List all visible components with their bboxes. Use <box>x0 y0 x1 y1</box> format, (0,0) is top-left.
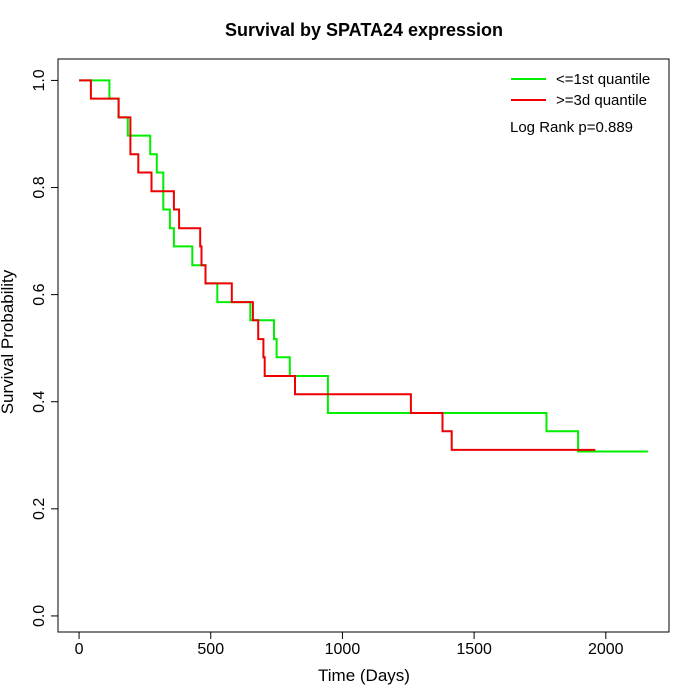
chart-title: Survival by SPATA24 expression <box>225 20 503 40</box>
y-tick-label: 0.0 <box>31 605 48 627</box>
x-tick-label: 2000 <box>588 641 624 658</box>
log-rank-annotation: Log Rank p=0.889 <box>510 119 633 136</box>
x-tick-label: 500 <box>197 641 224 658</box>
legend-label-1: <=1st quantile <box>556 71 650 88</box>
y-tick-label: 0.8 <box>31 176 48 198</box>
x-axis-label: Time (Days) <box>318 666 410 685</box>
legend-label-2: >=3d quantile <box>556 92 647 109</box>
series-line-2 <box>79 79 596 451</box>
legend: <=1st quantile >=3d quantile <box>511 71 650 109</box>
y-tick-label: 0.4 <box>31 391 48 413</box>
y-tick-label: 0.6 <box>31 283 48 305</box>
x-tick-label: 1500 <box>456 641 492 658</box>
y-axis: 0.0 0.2 0.4 0.6 0.8 1.0 <box>31 69 59 627</box>
series-line-1 <box>79 79 648 453</box>
y-tick-label: 1.0 <box>31 69 48 91</box>
x-tick-label: 0 <box>75 641 84 658</box>
y-axis-label: Survival Probability <box>0 269 17 414</box>
x-axis: 0 500 1000 1500 2000 <box>75 631 624 658</box>
y-tick-label: 0.2 <box>31 498 48 520</box>
x-tick-label: 1000 <box>325 641 361 658</box>
series-layer <box>79 79 648 453</box>
